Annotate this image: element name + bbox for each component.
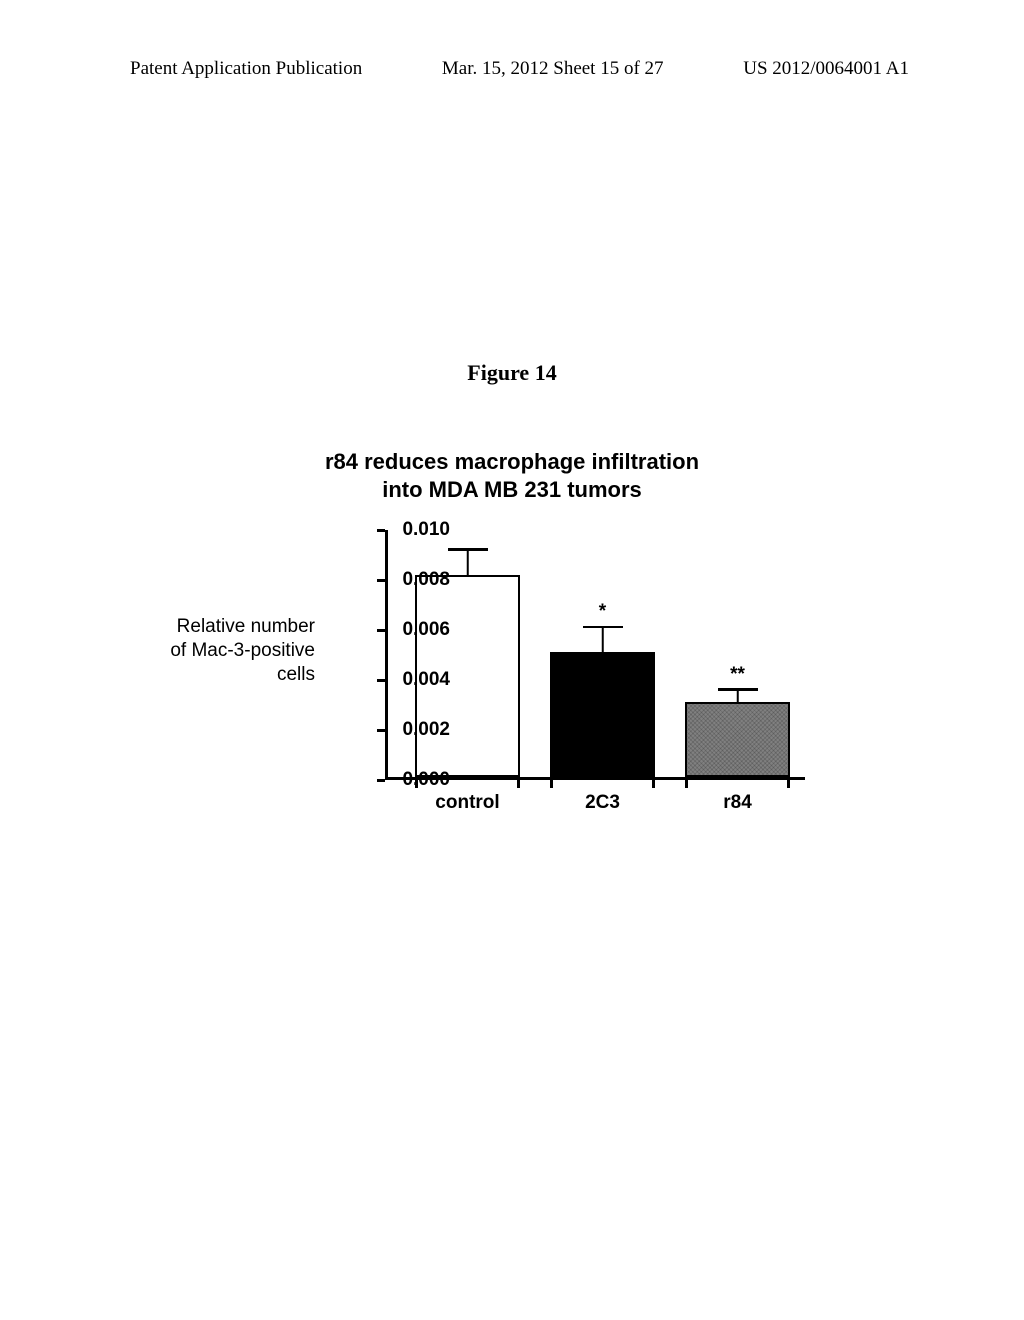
chart-area: Relative number of Mac-3-positive cells … <box>140 530 880 860</box>
error-cap <box>448 548 488 551</box>
y-tick <box>377 729 385 732</box>
plot: *** <box>385 530 805 780</box>
header-right: US 2012/0064001 A1 <box>743 58 909 80</box>
chart-title: r84 reduces macrophage infiltration into… <box>0 448 1024 503</box>
x-tick <box>517 780 520 788</box>
y-tick-label: 0.002 <box>386 719 450 741</box>
y-tick-label: 0.006 <box>386 619 450 641</box>
figure-label: Figure 14 <box>0 360 1024 386</box>
page-header: Patent Application Publication Mar. 15, … <box>0 58 1024 80</box>
error-cap <box>718 688 758 691</box>
y-tick-label: 0.004 <box>386 669 450 691</box>
y-tick <box>377 579 385 582</box>
y-axis-label-line3: cells <box>140 663 315 687</box>
header-center: Mar. 15, 2012 Sheet 15 of 27 <box>442 58 664 80</box>
chart-title-line2: into MDA MB 231 tumors <box>0 476 1024 504</box>
y-tick-label: 0.010 <box>386 519 450 541</box>
y-tick <box>377 629 385 632</box>
header-left: Patent Application Publication <box>130 58 362 80</box>
y-tick <box>377 679 385 682</box>
bar <box>685 702 790 777</box>
y-tick <box>377 779 385 782</box>
y-tick-label: 0.008 <box>386 569 450 591</box>
y-axis-label-line1: Relative number <box>140 615 315 639</box>
error-bar <box>736 690 739 703</box>
x-axis-category-label: control <box>435 792 499 814</box>
x-tick <box>685 780 688 788</box>
x-axis-category-label: 2C3 <box>585 792 620 814</box>
error-bar <box>601 627 604 652</box>
error-cap <box>583 626 623 629</box>
bar <box>550 652 655 777</box>
x-tick <box>652 780 655 788</box>
x-axis-category-label: r84 <box>723 792 752 814</box>
y-tick-label: 0.000 <box>386 769 450 791</box>
x-axis-labels: control 2C3 r84 <box>385 792 805 822</box>
error-bar <box>466 550 469 575</box>
chart-title-line1: r84 reduces macrophage infiltration <box>0 448 1024 476</box>
y-tick <box>377 529 385 532</box>
significance-marker: ** <box>730 664 745 686</box>
y-axis-label-line2: of Mac-3-positive <box>140 639 315 663</box>
y-axis-label: Relative number of Mac-3-positive cells <box>140 615 315 686</box>
x-tick <box>550 780 553 788</box>
x-tick <box>787 780 790 788</box>
y-axis-line <box>385 530 388 780</box>
significance-marker: * <box>599 601 606 623</box>
